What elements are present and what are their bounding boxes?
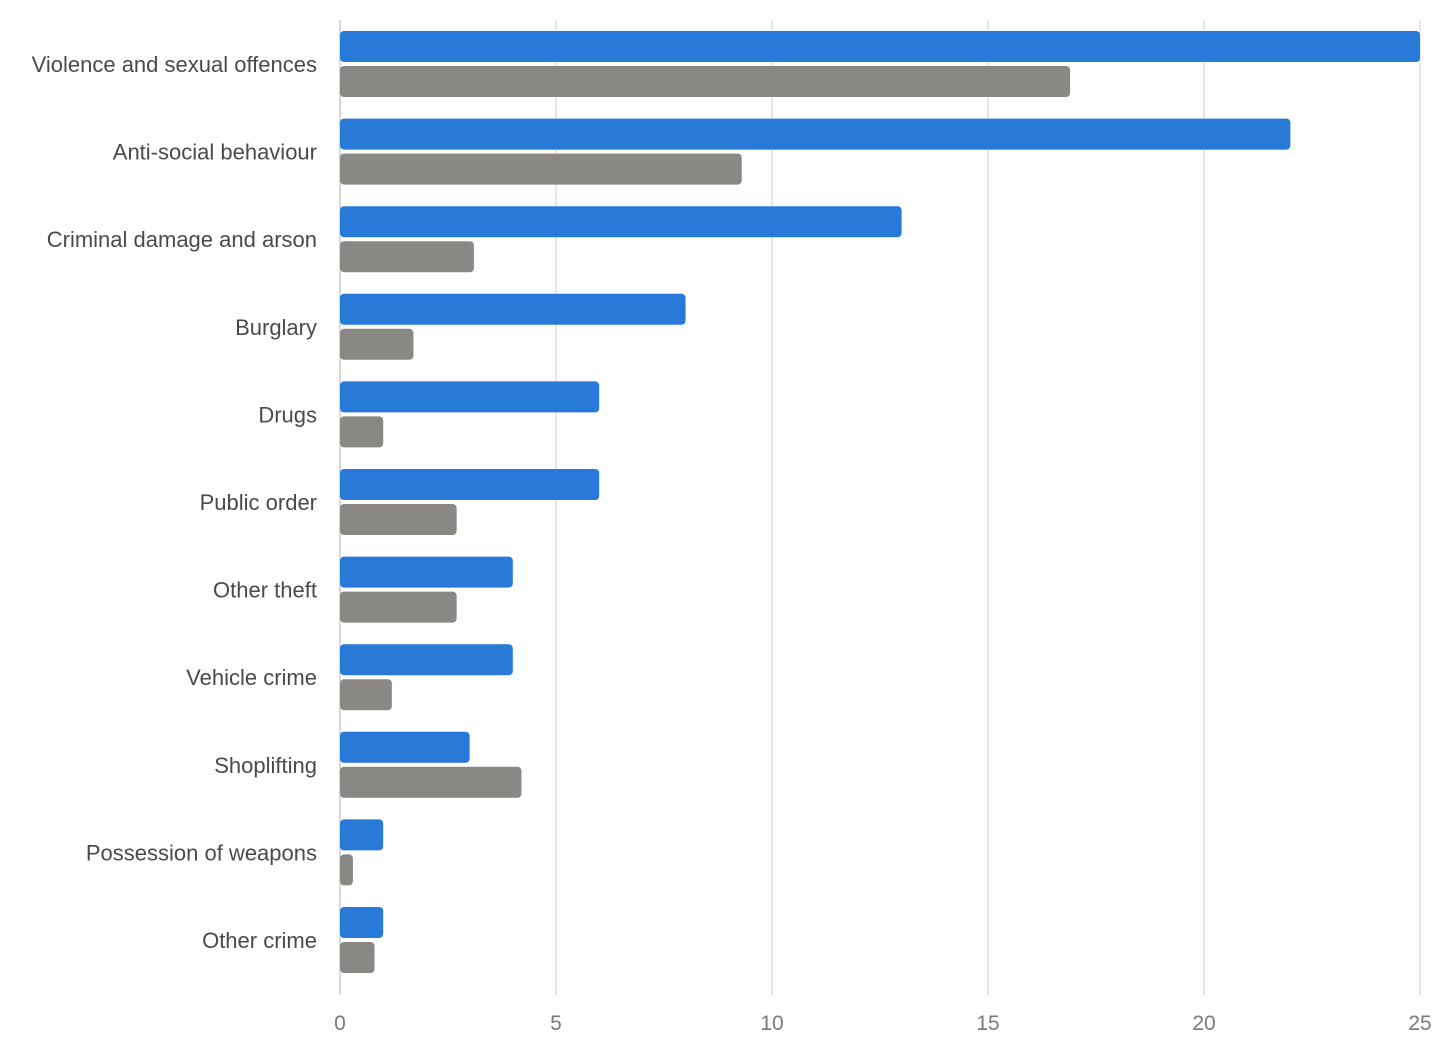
bar-series-2 (340, 504, 457, 535)
x-axis-ticks: 0 5 10 15 20 25 (334, 1012, 1432, 1035)
x-tick-label: 5 (550, 1012, 562, 1035)
bar-series-1 (340, 293, 686, 325)
category-label: Other crime (202, 928, 317, 953)
bar-series-1 (340, 907, 384, 938)
category-label: Other theft (213, 578, 317, 603)
category-label: Vehicle crime (186, 665, 317, 690)
category-label: Shoplifting (214, 753, 317, 778)
x-tick-label: 0 (334, 1012, 346, 1035)
bar-series-1 (340, 644, 513, 676)
category-label: Violence and sexual offences (32, 52, 317, 77)
bar-series-1 (340, 469, 600, 500)
x-tick-label: 20 (1192, 1012, 1215, 1035)
bar-series-2 (340, 153, 742, 185)
bar-series-2 (340, 942, 375, 973)
category-label: Anti-social behaviour (113, 140, 317, 165)
category-label: Drugs (258, 402, 317, 427)
bar-series-2 (340, 679, 392, 711)
bar-series-1 (340, 556, 513, 588)
bar-series-1 (340, 819, 384, 851)
bar-series-1 (340, 206, 902, 238)
bar-series-2 (340, 241, 474, 273)
x-tick-label: 10 (760, 1012, 783, 1035)
bar-series-2 (340, 766, 522, 798)
bar-series-2 (340, 66, 1071, 97)
category-labels: Violence and sexual offences Anti-social … (32, 52, 317, 953)
category-label: Public order (200, 490, 317, 515)
bar-series-2 (340, 854, 353, 886)
x-tick-label: 15 (976, 1012, 999, 1035)
bar-series-2 (340, 328, 414, 360)
bar-series-1 (340, 31, 1420, 62)
bar-series-1 (340, 731, 470, 763)
category-label: Criminal damage and arson (47, 227, 317, 252)
bar-series-1 (340, 118, 1291, 150)
bars (340, 31, 1420, 973)
bar-series-2 (340, 416, 384, 448)
bar-series-2 (340, 591, 457, 623)
category-label: Possession of weapons (86, 840, 317, 865)
category-label: Burglary (235, 315, 317, 340)
bar-series-1 (340, 381, 600, 413)
x-tick-label: 25 (1408, 1012, 1431, 1035)
